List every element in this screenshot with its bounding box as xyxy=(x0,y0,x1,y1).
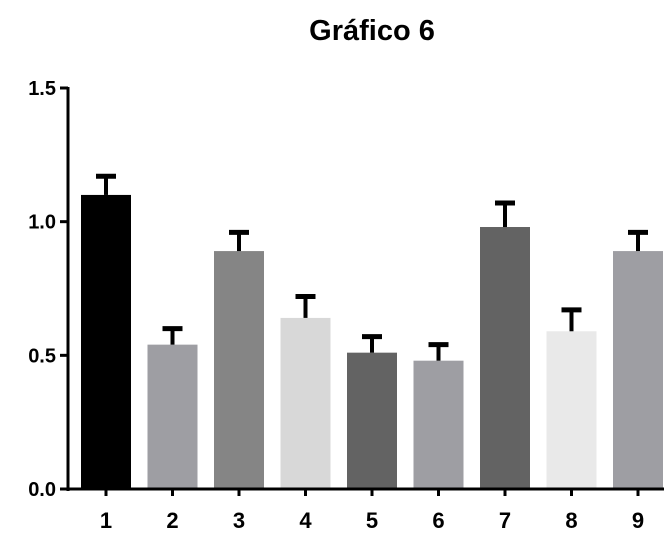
x-tick-label-5: 5 xyxy=(366,508,378,533)
bar-3 xyxy=(214,251,264,489)
x-tick-label-7: 7 xyxy=(499,508,511,533)
x-tick-label-4: 4 xyxy=(299,508,312,533)
bar-6 xyxy=(413,360,464,489)
bar-7 xyxy=(480,227,530,489)
bar-8 xyxy=(546,331,597,489)
bar-1 xyxy=(81,194,131,489)
bar-4 xyxy=(280,317,331,489)
x-tick-label-8: 8 xyxy=(565,508,577,533)
x-tick-label-6: 6 xyxy=(432,508,444,533)
x-tick-label-9: 9 xyxy=(632,508,644,533)
x-tick-label-2: 2 xyxy=(166,508,178,533)
x-tick-label-3: 3 xyxy=(233,508,245,533)
x-tick-label-1: 1 xyxy=(100,508,112,533)
bar-2 xyxy=(147,344,198,489)
chart-title: Gráfico 6 xyxy=(309,15,435,47)
y-tick-label-0.0: 0.0 xyxy=(28,479,56,501)
error-bars-layer xyxy=(96,173,648,361)
bar-5 xyxy=(347,352,397,489)
y-tick-label-0.5: 0.5 xyxy=(28,345,56,367)
y-tick-label-1.5: 1.5 xyxy=(28,78,56,100)
bars-layer xyxy=(81,194,663,489)
axes-layer: 1 2 3 4 5 6 7 8 9 0.0 0.5 1.0 1.5 xyxy=(28,78,664,533)
y-tick-label-1.0: 1.0 xyxy=(28,212,56,234)
bar-9 xyxy=(613,251,663,489)
